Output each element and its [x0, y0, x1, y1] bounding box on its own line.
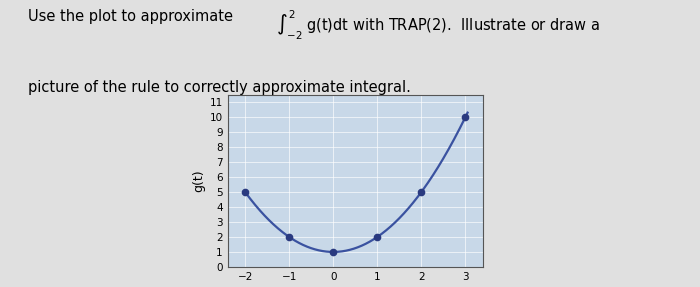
Y-axis label: g(t): g(t)	[193, 170, 205, 192]
Text: $\int_{-2}^{2}$ g(t)dt with TRAP(2).  Illustrate or draw a: $\int_{-2}^{2}$ g(t)dt with TRAP(2). Ill…	[276, 9, 601, 42]
Text: picture of the rule to correctly approximate integral.: picture of the rule to correctly approxi…	[28, 80, 411, 95]
Text: Use the plot to approximate: Use the plot to approximate	[28, 9, 237, 24]
